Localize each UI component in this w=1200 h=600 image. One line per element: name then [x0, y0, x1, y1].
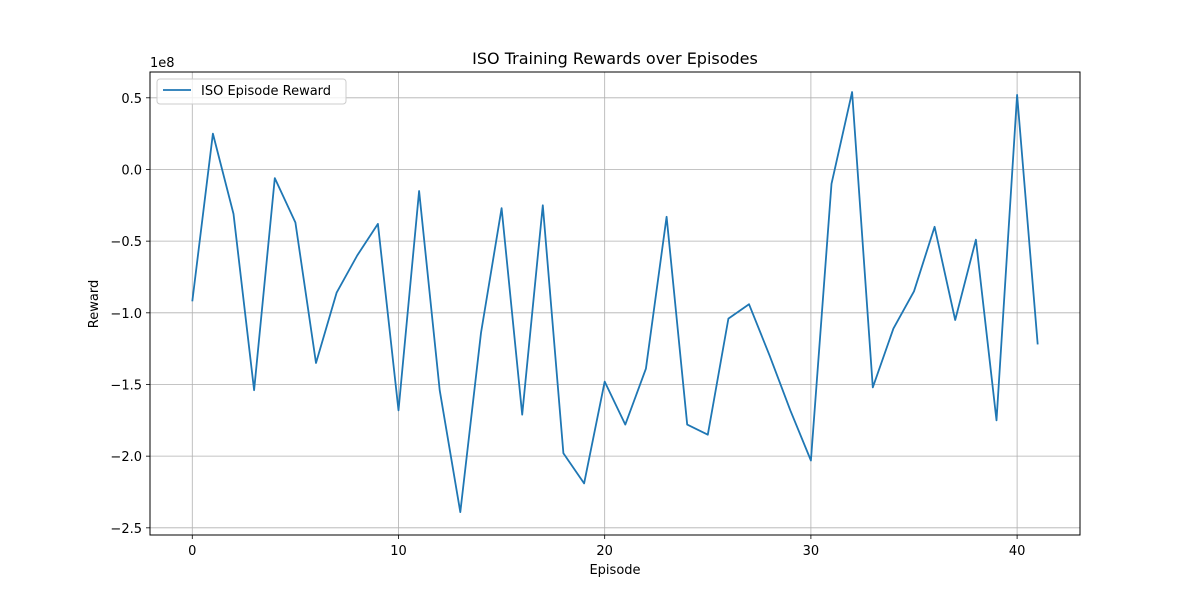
legend-entry-label: ISO Episode Reward [201, 84, 331, 99]
y-tick-label: −1.5 [110, 378, 142, 393]
x-tick-label: 20 [596, 544, 613, 559]
plot-area-frame [149, 71, 1081, 536]
chart-title: ISO Training Rewards over Episodes [472, 49, 758, 68]
x-tick-label: 40 [1009, 544, 1026, 559]
legend: ISO Episode Reward [156, 78, 347, 105]
y-tick-label: −2.0 [110, 450, 142, 465]
series-line [191, 91, 1039, 513]
y-axis-offset-label: 1e8 [150, 56, 175, 71]
y-tick-label: 0.5 [121, 92, 142, 107]
y-tick-label: −2.5 [110, 522, 142, 537]
y-tick-label: −1.0 [110, 307, 142, 322]
axis-ticks: 0 10 20 30 40 0.5 0.0 −0.5 −1.0 −1.5 −2.0 −2.5 [110, 92, 1025, 559]
grid-lines [150, 72, 1080, 535]
legend-box [156, 78, 347, 105]
y-tick-label: 0.0 [121, 163, 142, 178]
y-axis-label: Reward [87, 280, 102, 328]
x-tick-label: 10 [390, 544, 407, 559]
y-tick-label: −0.5 [110, 235, 142, 250]
x-axis-label: Episode [589, 563, 640, 578]
x-tick-label: 0 [188, 544, 196, 559]
series-layer [191, 91, 1039, 513]
x-tick-label: 30 [803, 544, 820, 559]
